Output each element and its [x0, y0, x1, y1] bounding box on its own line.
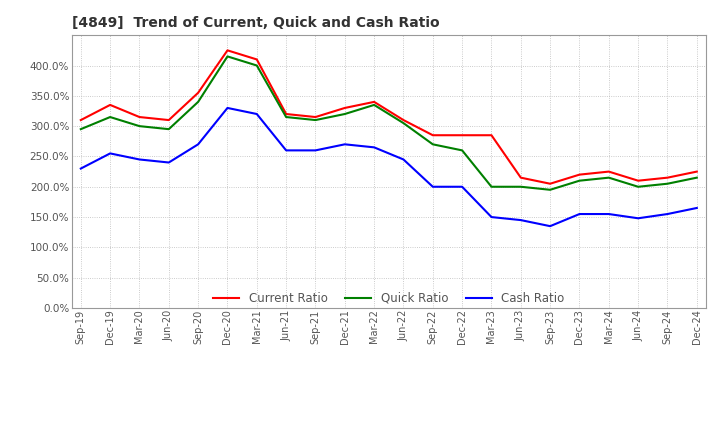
Line: Quick Ratio: Quick Ratio — [81, 56, 697, 190]
Quick Ratio — [546, 187, 554, 192]
Cash Ratio — [428, 184, 437, 189]
Cash Ratio — [135, 157, 144, 162]
Cash Ratio — [341, 142, 349, 147]
Current Ratio — [282, 111, 290, 117]
Quick Ratio — [370, 102, 379, 107]
Cash Ratio — [223, 105, 232, 110]
Quick Ratio — [399, 121, 408, 126]
Cash Ratio — [575, 211, 584, 216]
Cash Ratio — [164, 160, 173, 165]
Quick Ratio — [223, 54, 232, 59]
Current Ratio — [575, 172, 584, 177]
Cash Ratio — [663, 211, 672, 216]
Cash Ratio — [76, 166, 85, 171]
Current Ratio — [194, 90, 202, 95]
Quick Ratio — [282, 114, 290, 120]
Quick Ratio — [253, 63, 261, 68]
Cash Ratio — [311, 148, 320, 153]
Current Ratio — [634, 178, 642, 183]
Cash Ratio — [487, 214, 496, 220]
Quick Ratio — [575, 178, 584, 183]
Cash Ratio — [546, 224, 554, 229]
Current Ratio — [135, 114, 144, 120]
Current Ratio — [370, 99, 379, 105]
Current Ratio — [76, 117, 85, 123]
Line: Cash Ratio: Cash Ratio — [81, 108, 697, 226]
Quick Ratio — [341, 111, 349, 117]
Current Ratio — [663, 175, 672, 180]
Quick Ratio — [106, 114, 114, 120]
Current Ratio — [106, 102, 114, 107]
Current Ratio — [311, 114, 320, 120]
Cash Ratio — [253, 111, 261, 117]
Quick Ratio — [516, 184, 525, 189]
Cash Ratio — [634, 216, 642, 221]
Current Ratio — [253, 57, 261, 62]
Current Ratio — [223, 48, 232, 53]
Line: Current Ratio: Current Ratio — [81, 50, 697, 184]
Current Ratio — [516, 175, 525, 180]
Cash Ratio — [106, 151, 114, 156]
Quick Ratio — [76, 127, 85, 132]
Quick Ratio — [634, 184, 642, 189]
Text: [4849]  Trend of Current, Quick and Cash Ratio: [4849] Trend of Current, Quick and Cash … — [72, 16, 440, 30]
Quick Ratio — [311, 117, 320, 123]
Cash Ratio — [194, 142, 202, 147]
Cash Ratio — [516, 217, 525, 223]
Quick Ratio — [487, 184, 496, 189]
Current Ratio — [605, 169, 613, 174]
Quick Ratio — [164, 127, 173, 132]
Current Ratio — [546, 181, 554, 187]
Legend: Current Ratio, Quick Ratio, Cash Ratio: Current Ratio, Quick Ratio, Cash Ratio — [213, 292, 564, 305]
Quick Ratio — [428, 142, 437, 147]
Current Ratio — [399, 117, 408, 123]
Current Ratio — [341, 105, 349, 110]
Current Ratio — [693, 169, 701, 174]
Cash Ratio — [693, 205, 701, 211]
Current Ratio — [164, 117, 173, 123]
Current Ratio — [458, 132, 467, 138]
Cash Ratio — [370, 145, 379, 150]
Cash Ratio — [282, 148, 290, 153]
Current Ratio — [428, 132, 437, 138]
Quick Ratio — [135, 124, 144, 129]
Cash Ratio — [605, 211, 613, 216]
Quick Ratio — [458, 148, 467, 153]
Quick Ratio — [693, 175, 701, 180]
Quick Ratio — [605, 175, 613, 180]
Cash Ratio — [458, 184, 467, 189]
Quick Ratio — [663, 181, 672, 187]
Current Ratio — [487, 132, 496, 138]
Cash Ratio — [399, 157, 408, 162]
Quick Ratio — [194, 99, 202, 105]
